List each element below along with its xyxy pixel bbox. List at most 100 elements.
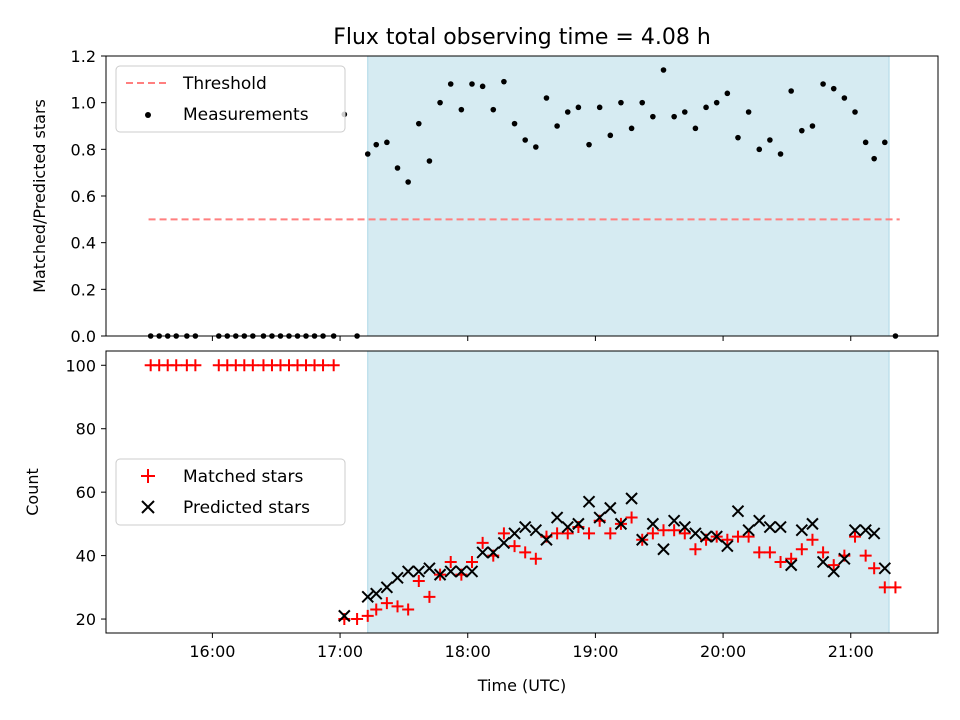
predicted-star-marker [827, 565, 840, 578]
measurement-point [777, 151, 784, 157]
predicted-star-marker [838, 552, 851, 565]
predicted-star-marker [508, 527, 521, 540]
predicted-star-marker [476, 546, 489, 559]
bottom-y-tick-label: 60 [76, 483, 96, 502]
measurement-point [660, 67, 667, 73]
measurement-point [447, 81, 454, 87]
matched-star-marker [327, 359, 340, 372]
top-y-tick-label: 0.8 [71, 140, 96, 159]
matched-star-marker [497, 527, 510, 540]
top-axis-ticks: 0.0 0.2 0.4 0.6 0.8 1.0 1.2 [71, 47, 852, 346]
predicted-star-marker [867, 527, 881, 540]
matched-star-marker [529, 552, 542, 565]
predicted-star-marker [550, 511, 564, 524]
matched-star-marker [508, 540, 521, 553]
measurement-point [745, 109, 752, 115]
matched-star-marker [380, 597, 393, 610]
bottom-y-axis-label: Count [23, 468, 42, 516]
predicted-star-marker [582, 495, 596, 508]
predicted-star-marker [710, 530, 723, 543]
bottom-axis-ticks: 20 40 60 80 100 16:00 17:00 18:00 19:00 20:00 21:0… [65, 356, 873, 661]
matched-star-marker [370, 603, 383, 616]
predicted-star-marker [455, 565, 468, 578]
predicted-star-marker [380, 581, 394, 594]
x-tick-label: 17:00 [317, 642, 363, 661]
predicted-star-marker [689, 527, 702, 540]
predicted-star-marker [561, 520, 574, 534]
predicted-star-marker [878, 562, 892, 575]
predicted-star-marker [753, 514, 766, 527]
measurement-point [415, 120, 422, 127]
matched-star-marker [721, 533, 734, 546]
matched-star-marker [604, 527, 617, 540]
measurement-point [681, 109, 688, 115]
matched-star-marker [689, 543, 702, 556]
x-axis-label: Time (UTC) [477, 676, 566, 695]
matched-star-marker [785, 552, 798, 565]
x-tick-label: 20:00 [700, 642, 746, 661]
matched-star-marker [423, 590, 436, 603]
x-tick-label: 18:00 [445, 642, 491, 661]
matched-star-marker [351, 613, 364, 626]
measurement-point [871, 155, 877, 162]
matched-star-marker [868, 562, 881, 575]
matched-star-marker [402, 603, 415, 616]
measurement-point [799, 127, 805, 134]
measurement-point [543, 95, 550, 101]
measurement-point [437, 99, 443, 106]
predicted-star-marker [678, 520, 691, 534]
predicted-star-marker [614, 517, 628, 531]
predicted-star-marker [636, 533, 649, 546]
predicted-star-marker [487, 546, 500, 559]
matched-star-marker [561, 527, 574, 540]
bottom-y-tick-label: 80 [76, 420, 96, 439]
matched-star-marker [170, 359, 183, 372]
measurement-point [692, 125, 699, 132]
measurement-point [841, 95, 848, 101]
matched-star-marker [878, 581, 891, 594]
matched-star-marker [889, 581, 902, 594]
top-y-tick-label: 0.6 [71, 187, 96, 206]
matched-star-marker [668, 524, 681, 537]
measurement-point [713, 99, 720, 106]
matched-star-marker [827, 559, 840, 572]
measurement-point [501, 78, 507, 85]
count-panel: 20 40 60 80 100 16:00 17:00 18:00 19:00 20:00 21:0… [23, 350, 939, 695]
predicted-star-marker [412, 565, 426, 578]
top-y-axis-label: Matched/Predicted stars [30, 99, 49, 293]
matched-star-marker [849, 530, 862, 543]
measurement-point [554, 123, 560, 129]
measurement-point [830, 85, 837, 92]
matched-star-marker [465, 555, 478, 568]
predicted-star-marker [604, 501, 617, 515]
measurement-point [596, 104, 603, 111]
predicted-star-marker [657, 543, 670, 556]
predicted-star-marker [763, 520, 777, 534]
matched-star-marker [412, 574, 425, 587]
measurement-point [564, 109, 571, 115]
matched-star-marker [646, 527, 659, 540]
measurement-point [852, 109, 858, 115]
measurement-point [522, 137, 528, 143]
matched-star-marker [774, 555, 787, 568]
bottom-legend: Matched stars Predicted stars [115, 458, 346, 526]
matched-star-marker [625, 511, 638, 524]
matched-star-marker [246, 359, 259, 372]
matched-star-marker [753, 546, 766, 559]
predicted-star-marker [529, 524, 543, 537]
measurement-point [373, 141, 380, 148]
matched-star-marker [444, 555, 457, 568]
bottom-y-tick-label: 100 [65, 356, 96, 375]
matched-star-marker [795, 543, 808, 556]
predicted-star-marker [593, 511, 606, 524]
measurement-point [533, 144, 539, 150]
matched-star-marker [551, 527, 564, 540]
x-tick-label: 16:00 [189, 642, 235, 661]
predicted-star-marker [391, 571, 404, 585]
predicted-star-marker [816, 555, 830, 569]
top-legend: Threshold Measurements [115, 65, 346, 133]
matched-star-marker [806, 533, 819, 546]
matched-star-marker [763, 546, 776, 559]
predicted-star-marker [806, 517, 819, 531]
bottom-legend-box [115, 458, 346, 526]
